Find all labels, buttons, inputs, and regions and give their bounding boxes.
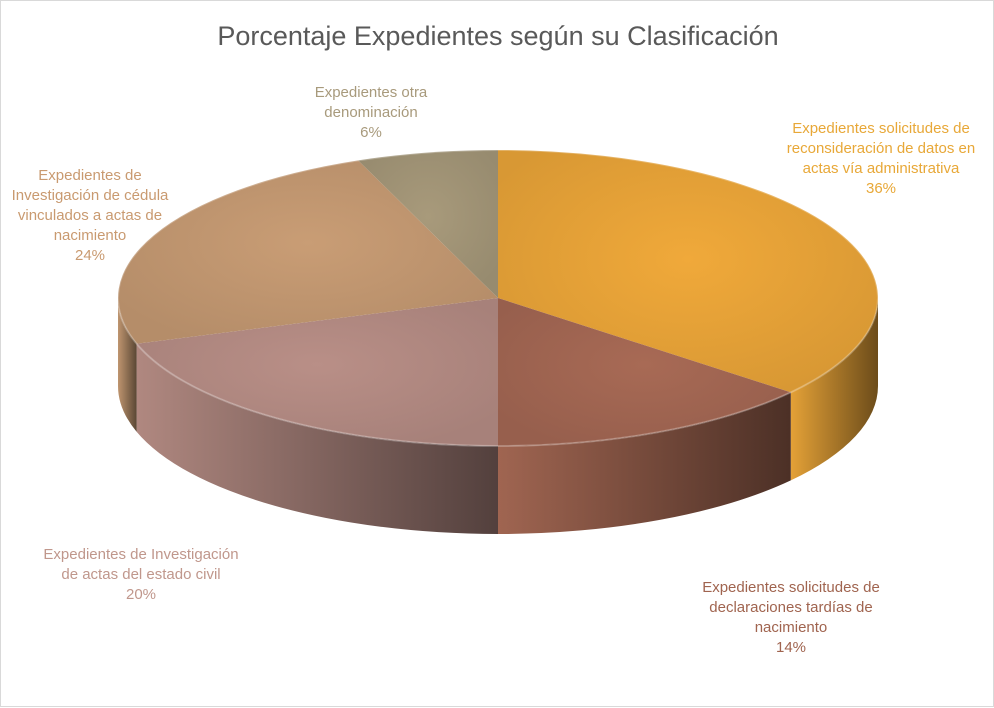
pie-side-investigacion-actas bbox=[136, 343, 499, 534]
data-label-otra-denominacion: Expedientes otra denominación 6% bbox=[301, 83, 441, 143]
data-label-declaraciones-tardias: Expedientes solicitudes de declaraciones… bbox=[691, 578, 891, 658]
pie-slice-reconsideracion bbox=[498, 150, 878, 393]
data-label-value: 36% bbox=[865, 180, 897, 197]
data-label-value: 24% bbox=[74, 247, 106, 264]
pie-slice-declaraciones-tardias bbox=[498, 298, 791, 446]
pie-rim bbox=[117, 149, 879, 447]
pie-side-reconsideracion bbox=[790, 298, 878, 481]
pie-side-investigacion-cedula bbox=[118, 298, 137, 432]
data-label-name: Expedientes otra denominación bbox=[314, 84, 428, 121]
pie-side-declaraciones-tardias bbox=[498, 392, 791, 534]
pie-slice-investigacion-cedula bbox=[117, 160, 498, 344]
data-label-name: Expedientes de Investigación de actas de… bbox=[43, 546, 239, 583]
data-label-name: Expedientes de Investigación de cédula v… bbox=[11, 167, 169, 244]
data-label-name: Expedientes solicitudes de reconsideraci… bbox=[786, 120, 976, 177]
data-label-reconsideracion: Expedientes solicitudes de reconsideraci… bbox=[771, 119, 991, 199]
data-label-value: 14% bbox=[775, 639, 807, 656]
data-label-value: 6% bbox=[360, 124, 382, 141]
data-label-name: Expedientes solicitudes de declaraciones… bbox=[702, 579, 880, 636]
data-label-value: 20% bbox=[125, 586, 157, 603]
data-label-investigacion-cedula: Expedientes de Investigación de cédula v… bbox=[5, 166, 175, 266]
data-label-investigacion-actas: Expedientes de Investigación de actas de… bbox=[41, 545, 241, 605]
pie-slice-investigacion-actas bbox=[136, 298, 499, 446]
pie-slice-otra-denominacion bbox=[358, 150, 498, 298]
chart-title: Porcentaje Expedientes según su Clasific… bbox=[217, 21, 779, 51]
